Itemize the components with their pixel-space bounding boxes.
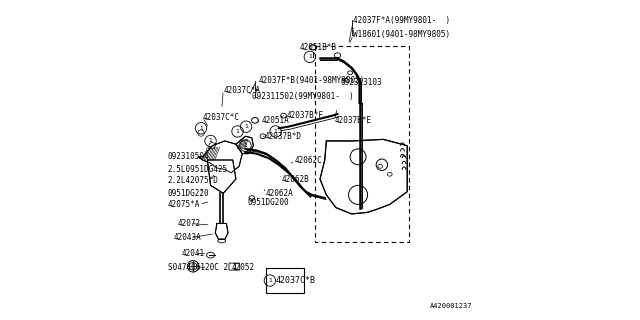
Text: 1: 1 — [243, 143, 248, 148]
Text: 42037B*E: 42037B*E — [334, 116, 371, 125]
Text: 42051B*B: 42051B*B — [300, 43, 337, 52]
Text: 42037F*A(99MY9801-  ): 42037F*A(99MY9801- ) — [353, 16, 451, 25]
Text: 1: 1 — [308, 54, 312, 60]
Text: 1: 1 — [209, 139, 212, 143]
Text: 1: 1 — [199, 126, 203, 131]
Text: 092310504: 092310504 — [168, 152, 209, 161]
Text: S047406120C 2 1: S047406120C 2 1 — [168, 263, 237, 272]
Polygon shape — [236, 136, 253, 154]
Text: 092311502(99MY9801-  ): 092311502(99MY9801- ) — [252, 92, 353, 101]
Text: 092313103: 092313103 — [340, 78, 382, 87]
Text: 0951DG200: 0951DG200 — [247, 198, 289, 207]
Text: 42037C*A: 42037C*A — [223, 86, 260, 95]
Text: 42041: 42041 — [182, 249, 205, 258]
Text: 1: 1 — [244, 124, 248, 129]
Text: 42037B*F: 42037B*F — [287, 111, 324, 120]
Text: 42051A: 42051A — [261, 116, 289, 125]
Text: 42043A: 42043A — [174, 233, 202, 242]
Text: W18601(9401-98MY9805): W18601(9401-98MY9805) — [353, 30, 451, 39]
Text: 0951DG220: 0951DG220 — [168, 189, 209, 198]
Text: 42075*A: 42075*A — [168, 200, 200, 209]
Text: A420001237: A420001237 — [430, 303, 472, 309]
Polygon shape — [215, 223, 228, 239]
Text: 1: 1 — [236, 129, 239, 134]
Polygon shape — [198, 141, 243, 173]
Polygon shape — [320, 140, 407, 214]
Text: 42037B*D: 42037B*D — [264, 132, 301, 141]
Text: 42037F*B(9401-98MY9805): 42037F*B(9401-98MY9805) — [258, 76, 365, 85]
Text: 42037C*B: 42037C*B — [276, 276, 316, 285]
Text: 42072: 42072 — [177, 219, 200, 228]
Text: 42052: 42052 — [231, 263, 254, 272]
Polygon shape — [207, 160, 236, 193]
Text: 42062C: 42062C — [294, 156, 323, 164]
Text: 2.2L42075*D: 2.2L42075*D — [168, 176, 219, 185]
Text: 1: 1 — [268, 278, 272, 283]
Text: 42062B: 42062B — [282, 174, 310, 184]
Text: 2.5L0951DG425: 2.5L0951DG425 — [168, 165, 228, 174]
Text: 1: 1 — [274, 129, 278, 134]
Text: 42062A: 42062A — [266, 189, 294, 198]
Text: 42037C*C: 42037C*C — [203, 113, 239, 122]
